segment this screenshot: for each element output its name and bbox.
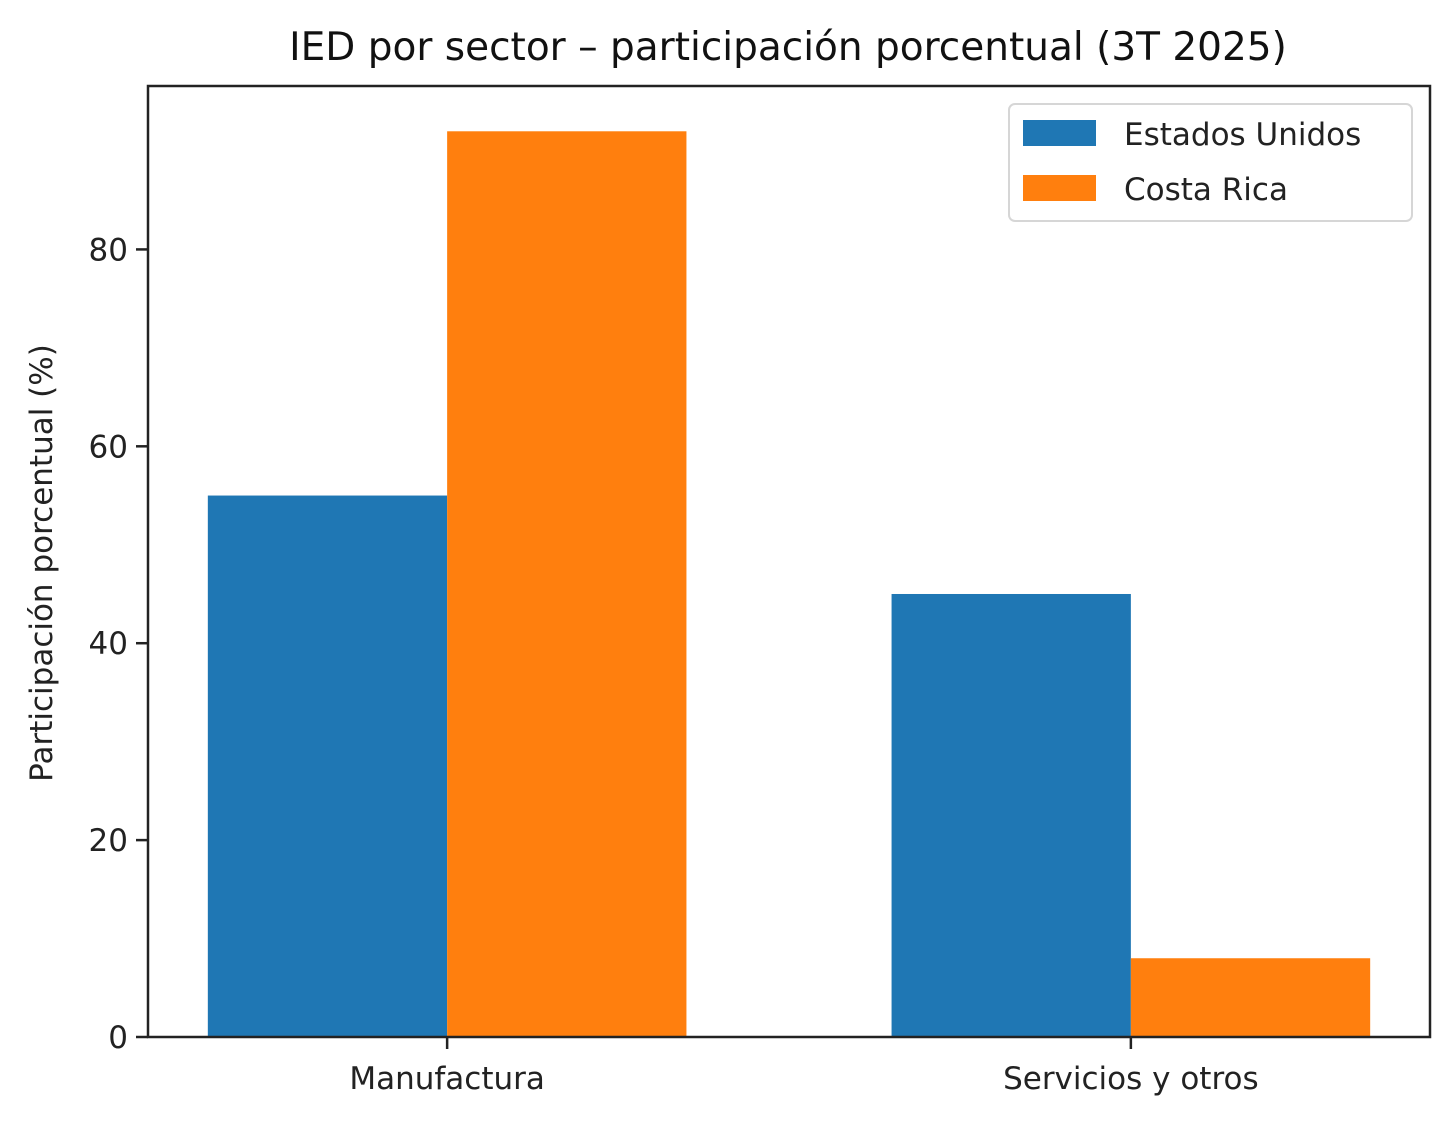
bar-estados-unidos-servicios-y-otros	[891, 593, 1131, 1037]
legend-swatch	[1023, 120, 1096, 146]
bar-estados-unidos-manufactura	[207, 495, 448, 1037]
legend-label: Estados Unidos	[1124, 117, 1361, 153]
x-tick-label: Manufactura	[349, 1061, 545, 1097]
plot-frame	[146, 84, 1432, 1039]
y-axis-ticks: 0 20 40 60 80	[89, 232, 148, 1056]
x-axis-ticks: Manufactura Servicios y otros	[349, 1037, 1259, 1097]
y-tick-label: 20	[89, 823, 128, 859]
chart-title: IED por sector – participación porcentua…	[289, 25, 1287, 70]
y-tick-label: 0	[108, 1020, 128, 1056]
legend-box	[1008, 103, 1413, 222]
legend: Estados Unidos Costa Rica	[1008, 103, 1413, 222]
bars-group	[207, 131, 1371, 1038]
legend-swatch	[1023, 175, 1096, 201]
y-tick-label: 40	[89, 626, 128, 662]
bar-costa-rica-manufactura	[447, 131, 687, 1038]
y-tick-label: 80	[89, 232, 128, 268]
legend-label: Costa Rica	[1124, 172, 1288, 208]
y-axis-label: Participación porcentual (%)	[24, 344, 60, 782]
x-tick-label: Servicios y otros	[1003, 1061, 1259, 1097]
bar-costa-rica-servicios-y-otros	[1130, 958, 1371, 1037]
y-tick-label: 60	[89, 429, 128, 465]
